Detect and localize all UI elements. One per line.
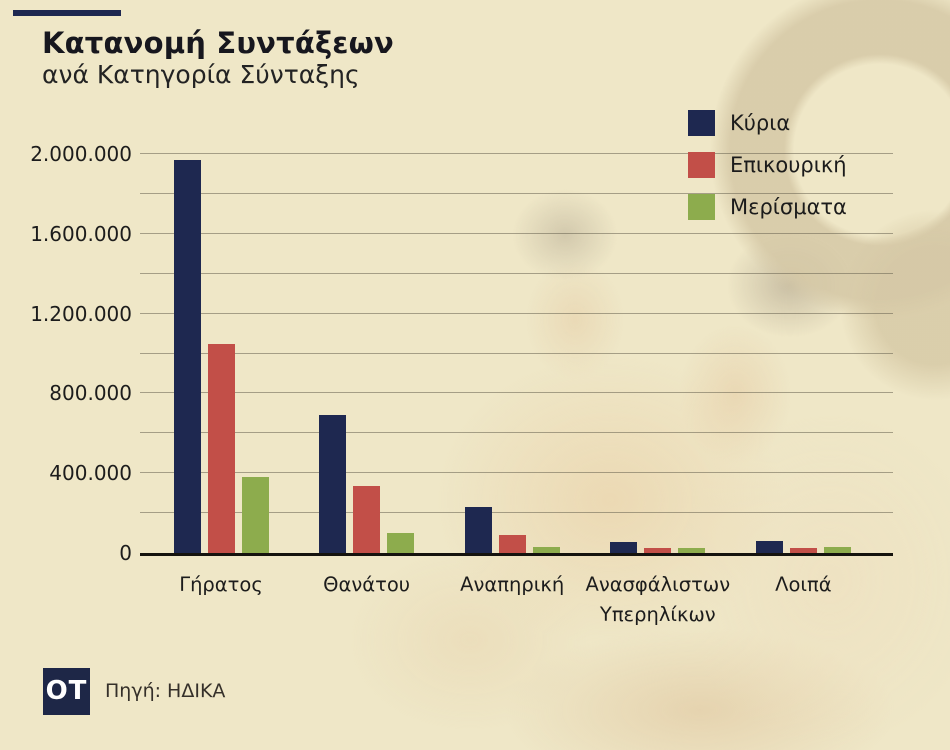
bar-Μερίσματα-Θανάτου bbox=[387, 533, 415, 553]
x-tick-label: Λοιπά bbox=[775, 573, 832, 596]
gridline bbox=[140, 192, 893, 194]
legend-label: Μερίσματα bbox=[730, 194, 847, 219]
legend-item-Κύρια: Κύρια bbox=[688, 109, 847, 136]
gridline bbox=[140, 272, 893, 274]
bar-Επικουρική-Αναπηρική bbox=[498, 535, 526, 553]
bar-Επικουρική-Λοιπά bbox=[789, 547, 817, 553]
x-tick-label: Ανασφάλιστων Υπερηλίκων bbox=[585, 573, 731, 627]
bar-Επικουρική-Γήρατος bbox=[207, 343, 235, 553]
x-tick-label: Αναπηρική bbox=[460, 573, 565, 596]
bar-Επικουρική-Θανάτου bbox=[353, 486, 381, 553]
bar-Κύρια-Αναπηρική bbox=[464, 507, 492, 553]
bar-Επικουρική-Ανασφάλιστων Υπερηλίκων bbox=[644, 547, 672, 553]
legend-swatch-icon bbox=[688, 193, 715, 220]
legend-label: Επικουρική bbox=[730, 152, 847, 177]
bar-Κύρια-Θανάτου bbox=[319, 415, 347, 553]
ot-logo: OT bbox=[43, 668, 90, 715]
legend-item-Μερίσματα: Μερίσματα bbox=[688, 193, 847, 220]
x-tick-label: Γήρατος bbox=[179, 573, 263, 596]
x-axis-line bbox=[140, 553, 893, 556]
legend: Κύρια Επικουρική Μερίσματα bbox=[688, 109, 847, 220]
chart-title: Κατανομή Συντάξεων bbox=[42, 26, 394, 60]
y-tick-label: 1.600.000 bbox=[30, 221, 132, 246]
y-tick-label: 2.000.000 bbox=[30, 142, 132, 166]
chart-subtitle: ανά Κατηγορία Σύνταξης bbox=[42, 60, 360, 89]
gridline bbox=[140, 352, 893, 354]
gridline bbox=[140, 232, 893, 234]
bar-Μερίσματα-Ανασφάλιστων Υπερηλίκων bbox=[678, 548, 706, 553]
bar-Κύρια-Γήρατος bbox=[173, 160, 201, 553]
gridline bbox=[140, 432, 893, 434]
y-tick-label: 0 bbox=[119, 541, 132, 565]
gridline bbox=[140, 512, 893, 514]
gridline bbox=[140, 472, 893, 474]
bar-Κύρια-Λοιπά bbox=[755, 541, 783, 553]
legend-label: Κύρια bbox=[730, 110, 791, 135]
bar-Μερίσματα-Γήρατος bbox=[241, 477, 269, 553]
gridline bbox=[140, 312, 893, 314]
bar-Μερίσματα-Αναπηρική bbox=[532, 546, 560, 553]
plot-area bbox=[140, 153, 893, 553]
x-tick-label: Θανάτου bbox=[323, 573, 411, 596]
bar-Κύρια-Ανασφάλιστων Υπερηλίκων bbox=[610, 542, 638, 553]
source-label: Πηγή: ΗΔΙΚΑ bbox=[105, 680, 226, 702]
gridline bbox=[140, 153, 893, 154]
y-tick-label: 400.000 bbox=[49, 461, 132, 486]
bar-Μερίσματα-Λοιπά bbox=[823, 547, 851, 553]
title-accent-bar bbox=[13, 10, 121, 16]
legend-item-Επικουρική: Επικουρική bbox=[688, 151, 847, 178]
legend-swatch-icon bbox=[688, 109, 715, 136]
gridline bbox=[140, 392, 893, 394]
y-tick-label: 1.200.000 bbox=[30, 301, 132, 326]
y-axis: 0 400.000 800.000 1.200.000 1.600.000 2.000.0… bbox=[0, 142, 132, 565]
x-axis: Γήρατος Θανάτου Αναπηρική Ανασφάλιστων Υπερ… bbox=[140, 570, 893, 634]
legend-swatch-icon bbox=[688, 151, 715, 178]
y-tick-label: 800.000 bbox=[49, 381, 132, 406]
